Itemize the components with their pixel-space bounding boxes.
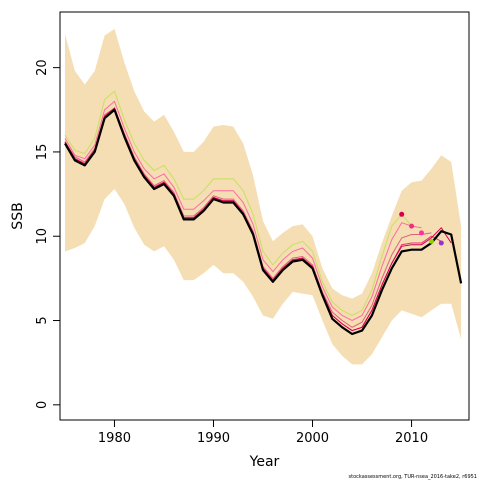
- y-tick-label-10: 10: [35, 228, 50, 245]
- retro-endpoint-1: [399, 211, 405, 217]
- y-tick-label-5: 5: [35, 316, 50, 324]
- y-axis: 0 5 10 15 20: [35, 59, 60, 409]
- y-axis-label: SSB: [10, 202, 26, 229]
- x-tick-label-2000: 2000: [296, 431, 329, 446]
- x-tick-label-1980: 1980: [98, 431, 131, 446]
- credit-text: stockassessment.org, TUR-nsea_2016-take2…: [349, 474, 477, 480]
- retro-endpoint-3: [419, 230, 424, 236]
- confidence-band: [65, 28, 462, 365]
- x-axis: 1980 1990 2000 2010: [98, 420, 428, 446]
- y-tick-label-15: 15: [35, 144, 50, 161]
- plot-frame: [59, 11, 470, 421]
- ssb-main-line: [64, 108, 463, 336]
- plot-content: [64, 28, 463, 365]
- retro-series-line-5: [64, 90, 412, 317]
- y-tick-label-20: 20: [35, 59, 50, 76]
- retro-endpoint-2: [409, 223, 415, 229]
- retro-series-line-4: [64, 100, 422, 322]
- x-tick-label-1990: 1990: [197, 431, 230, 446]
- retro-series-line-3: [64, 107, 432, 328]
- y-tick-label-0: 0: [35, 401, 50, 409]
- x-axis-label: Year: [249, 454, 280, 470]
- retro-endpoint-4: [428, 238, 434, 244]
- x-tick-label-2010: 2010: [395, 431, 428, 446]
- retro-endpoint-5: [438, 240, 444, 246]
